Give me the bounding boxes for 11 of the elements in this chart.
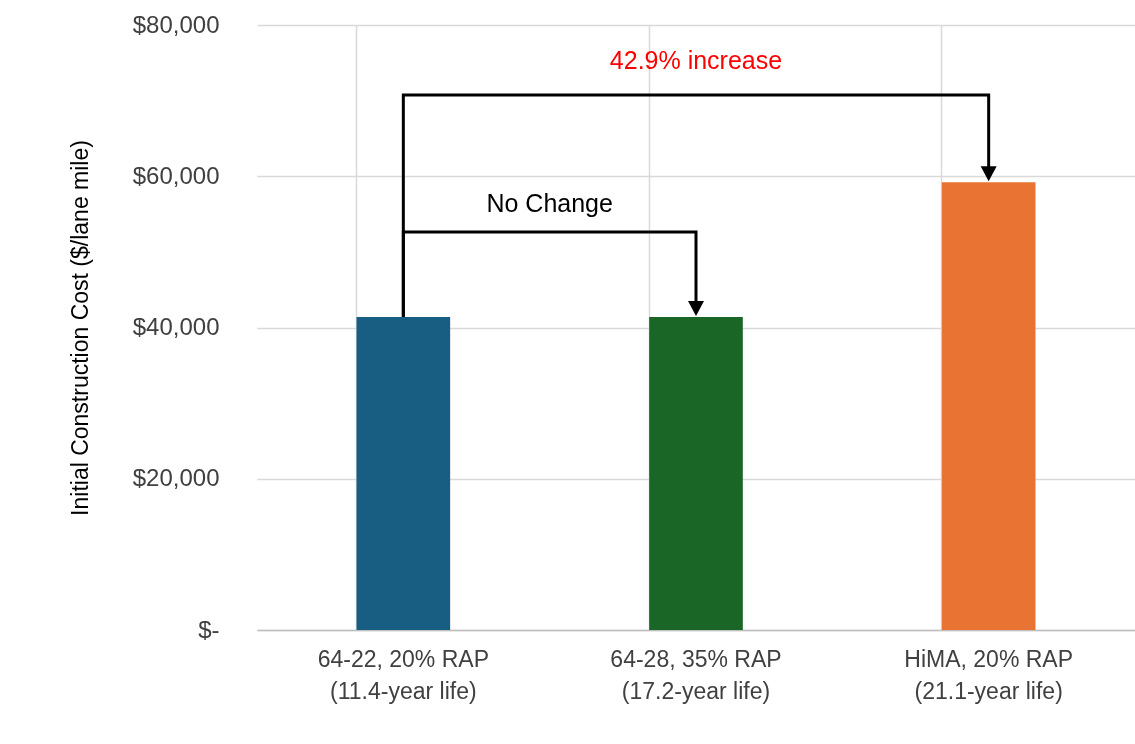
y-tick-label: $- [198,615,220,643]
y-axis-title: Initial Construction Cost ($/lane mile) [66,140,93,516]
x-tick-label: 64-22, 20% RAP (11.4-year life) [317,645,489,704]
y-tick-label: $40,000 [132,313,220,340]
y-tick-label: $80,000 [132,10,220,38]
annotation: 42.9% increase [609,46,783,74]
x-tick-label: 64-28, 35% RAP (17.2-year life) [610,645,782,704]
y-tick-label: $20,000 [132,464,220,492]
annotation: No Change [486,188,613,217]
y-tick-label: $60,000 [132,161,220,189]
x-tick-label: HiMA, 20% RAP (21.1-year life) [904,645,1074,704]
